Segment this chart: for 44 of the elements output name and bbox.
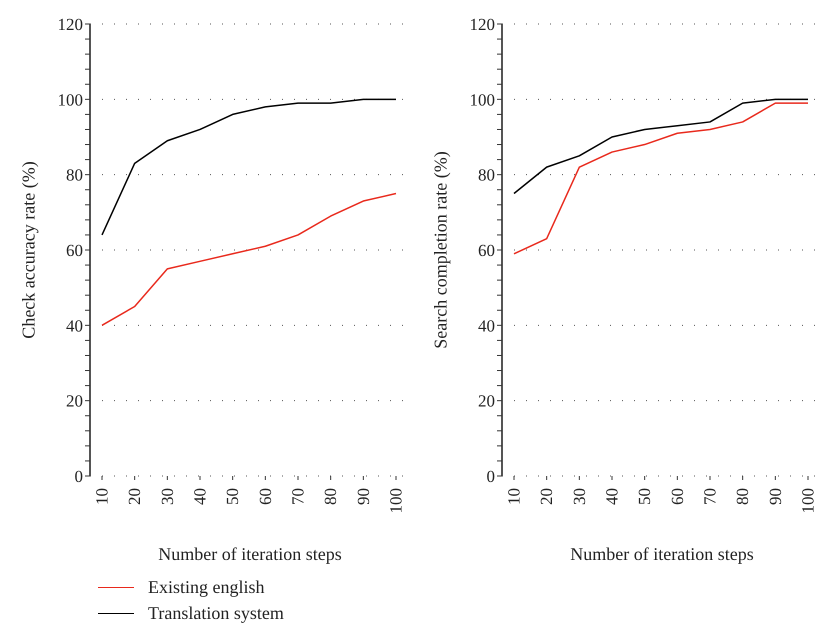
legend-label: Translation system [148, 602, 284, 624]
x-tick-label: 70 [700, 488, 720, 505]
x-tick-label: 90 [766, 488, 785, 505]
x-tick-label: 60 [668, 488, 687, 505]
y-tick-label: 60 [478, 241, 495, 260]
x-tick-label: 20 [537, 488, 556, 505]
y-tick-label: 20 [478, 392, 495, 411]
y-tick-label: 100 [58, 90, 83, 110]
x-tick-label: 40 [190, 488, 210, 505]
line-series [101, 192, 397, 326]
y-tick-label: 40 [478, 316, 495, 336]
legend-label: Existing english [148, 576, 264, 598]
x-tick-label: 50 [635, 488, 654, 505]
line-series [513, 98, 809, 194]
y-tick-label: 120 [470, 15, 495, 34]
y-tick-label: 80 [478, 166, 495, 185]
x-tick-label: 60 [256, 488, 275, 505]
y-tick-label: 0 [74, 467, 83, 486]
y-tick-label: 0 [486, 467, 495, 486]
y-tick-label: 20 [66, 392, 83, 411]
y-tick-label: 80 [66, 166, 83, 185]
x-tick-label: 30 [570, 488, 589, 505]
y-tick-label: 60 [66, 241, 83, 260]
y-axis-title: Search completion rate (%) [430, 151, 450, 349]
x-tick-label: 90 [354, 488, 373, 505]
x-tick-label: 10 [504, 488, 524, 505]
x-tick-label: 80 [733, 488, 752, 505]
x-tick-label: 100 [386, 488, 406, 514]
x-axis-title: Number of iteration steps [158, 544, 342, 564]
line-series [513, 102, 809, 255]
x-tick-label: 70 [288, 488, 308, 505]
x-tick-label: 80 [321, 488, 340, 505]
y-axis-title: Check accuracy rate (%) [18, 161, 38, 339]
x-axis-title: Number of iteration steps [570, 544, 754, 564]
x-tick-label: 100 [798, 488, 818, 514]
x-tick-label: 30 [158, 488, 177, 505]
x-tick-label: 10 [92, 488, 112, 505]
y-tick-label: 120 [58, 15, 83, 34]
line-series [101, 98, 397, 236]
x-tick-label: 20 [125, 488, 144, 505]
x-tick-label: 50 [223, 488, 242, 505]
y-tick-label: 40 [66, 316, 83, 336]
y-tick-label: 100 [470, 90, 495, 110]
x-tick-label: 40 [602, 488, 622, 505]
